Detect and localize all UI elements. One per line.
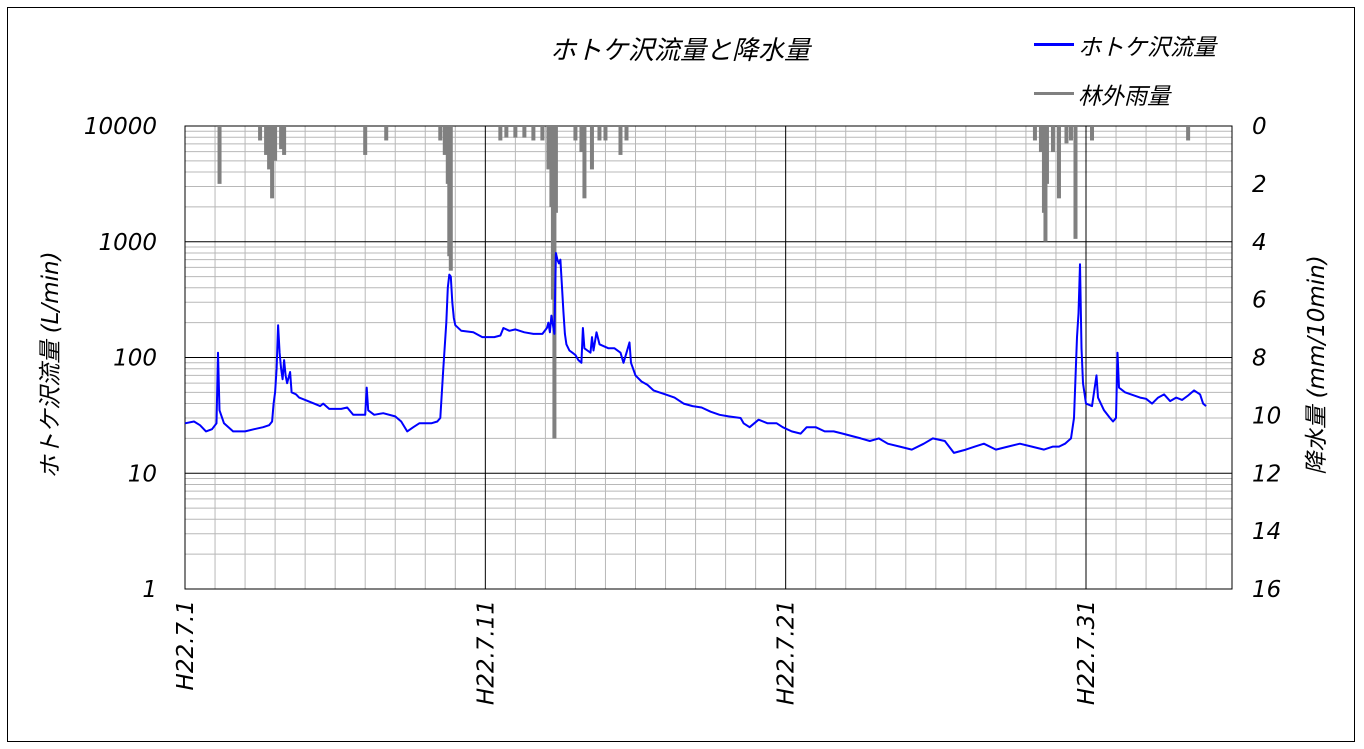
legend-swatch-flow	[1034, 43, 1074, 46]
rain-bar	[1056, 126, 1061, 199]
rain-bar	[279, 126, 284, 150]
y-tick-label-left: 10000	[84, 114, 157, 140]
y-tick-label-right: 16	[1252, 577, 1281, 603]
rain-bar	[282, 126, 287, 155]
y-tick-label-right: 6	[1252, 288, 1267, 314]
x-tick-label: H22.7.1	[173, 600, 199, 690]
chart-frame	[7, 7, 1355, 742]
y-tick-label-right: 4	[1252, 230, 1267, 256]
rain-bar	[258, 126, 263, 141]
y-tick-label-right: 14	[1252, 519, 1281, 545]
rain-bar	[624, 126, 629, 141]
rain-bar	[1073, 126, 1078, 239]
rain-bar	[504, 126, 509, 138]
rain-bar	[522, 126, 527, 138]
y-tick-label-left: 100	[113, 346, 157, 372]
rain-bar	[589, 126, 594, 170]
rain-bar	[546, 126, 551, 170]
rain-bar	[267, 126, 272, 170]
rain-bar	[603, 126, 608, 141]
rain-bar	[1038, 126, 1043, 153]
y-tick-label-right: 12	[1252, 461, 1281, 487]
rain-bar	[513, 126, 518, 138]
plot-border	[184, 125, 1233, 590]
chart-title: ホトケ沢流量と降水量	[549, 36, 810, 66]
y-tick-label-right: 2	[1252, 172, 1267, 198]
rain-bar	[264, 126, 269, 155]
rain-bar	[582, 126, 587, 199]
rain-bar	[1032, 126, 1037, 141]
legend-swatch-rain	[1034, 92, 1074, 95]
rain-bar	[1090, 126, 1095, 141]
rain-bar	[1050, 126, 1055, 153]
y-tick-label-left: 1	[142, 577, 157, 603]
rain-bar	[597, 126, 602, 141]
y-tick-label-left: 1000	[98, 230, 157, 256]
rain-bar	[1044, 126, 1049, 184]
rain-bar	[363, 126, 368, 155]
rain-bar	[573, 126, 578, 141]
x-tick-label: H22.7.31	[1074, 600, 1100, 705]
rain-bar	[618, 126, 623, 155]
y-tick-label-right: 10	[1252, 403, 1281, 429]
rain-bar	[1186, 126, 1191, 141]
rain-bar	[270, 126, 275, 199]
rain-bar	[579, 126, 584, 153]
y-tick-label-left: 10	[128, 461, 157, 487]
rain-bar	[438, 126, 443, 141]
y-tick-label-right: 8	[1252, 346, 1267, 372]
legend-label-rain: 林外雨量	[1078, 84, 1170, 110]
rain-bar	[217, 126, 222, 184]
rain-bar	[442, 126, 447, 155]
rain-bar	[531, 126, 536, 141]
flow-line	[184, 252, 1207, 454]
rain-bar	[273, 126, 278, 161]
rain-bar	[384, 126, 389, 141]
rain-bar	[448, 126, 453, 271]
rain-bar	[540, 126, 545, 141]
x-tick-label: H22.7.11	[473, 600, 499, 705]
x-tick-label: H22.7.21	[774, 600, 800, 705]
rain-bar	[498, 126, 503, 141]
y-tick-label-right: 0	[1252, 114, 1267, 140]
rain-bar	[1068, 126, 1073, 141]
rain-bar	[1064, 126, 1069, 144]
legend-label-flow: ホトケ沢流量	[1078, 35, 1216, 61]
rain-bar	[553, 126, 558, 213]
